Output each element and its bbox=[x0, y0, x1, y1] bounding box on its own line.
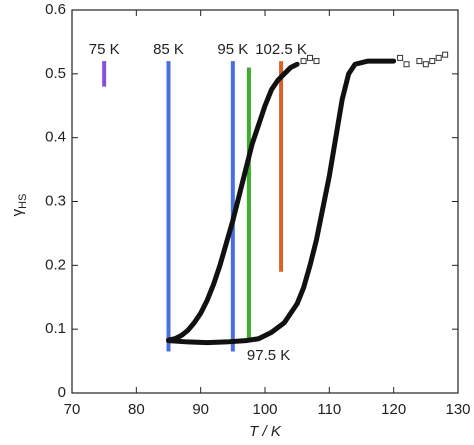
y-tick-label: 0.5 bbox=[45, 65, 66, 82]
y-tick-label: 0.3 bbox=[45, 192, 66, 209]
data-curve bbox=[166, 58, 397, 346]
temperature-label: 97.5 K bbox=[247, 347, 290, 364]
data-point bbox=[442, 51, 449, 58]
x-tick-label: 100 bbox=[252, 401, 277, 418]
data-point bbox=[397, 54, 404, 61]
temperature-label: 95 K bbox=[217, 41, 248, 58]
x-axis-label: T / K bbox=[249, 423, 282, 440]
temperature-label: 102.5 K bbox=[255, 41, 307, 58]
y-tick-label: 0.4 bbox=[45, 129, 66, 146]
x-tick-label: 80 bbox=[128, 401, 145, 418]
y-tick-label: 0.2 bbox=[45, 256, 66, 273]
x-tick-label: 110 bbox=[317, 401, 341, 418]
x-tick-label: 70 bbox=[64, 401, 81, 418]
x-tick-label: 90 bbox=[192, 401, 209, 418]
data-point bbox=[307, 54, 314, 61]
data-point bbox=[429, 58, 436, 65]
y-axis-symbol: γ bbox=[9, 208, 26, 216]
temperature-label: 75 K bbox=[89, 41, 120, 58]
data-point bbox=[435, 54, 442, 61]
data-curve bbox=[166, 61, 300, 343]
data-point bbox=[313, 58, 320, 65]
y-axis-subscript: HS bbox=[17, 194, 29, 209]
data-point bbox=[416, 58, 423, 65]
data-point bbox=[422, 61, 429, 68]
data-point bbox=[300, 58, 307, 65]
y-tick-label: 0.6 bbox=[45, 1, 66, 18]
x-tick-label: 120 bbox=[381, 401, 406, 418]
y-axis-label: γHS bbox=[9, 194, 29, 217]
x-tick-label: 130 bbox=[445, 401, 470, 418]
y-tick-label: 0.1 bbox=[45, 320, 66, 337]
data-point bbox=[403, 61, 410, 68]
temperature-label: 85 K bbox=[153, 41, 184, 58]
y-tick-label: 0 bbox=[58, 384, 66, 401]
